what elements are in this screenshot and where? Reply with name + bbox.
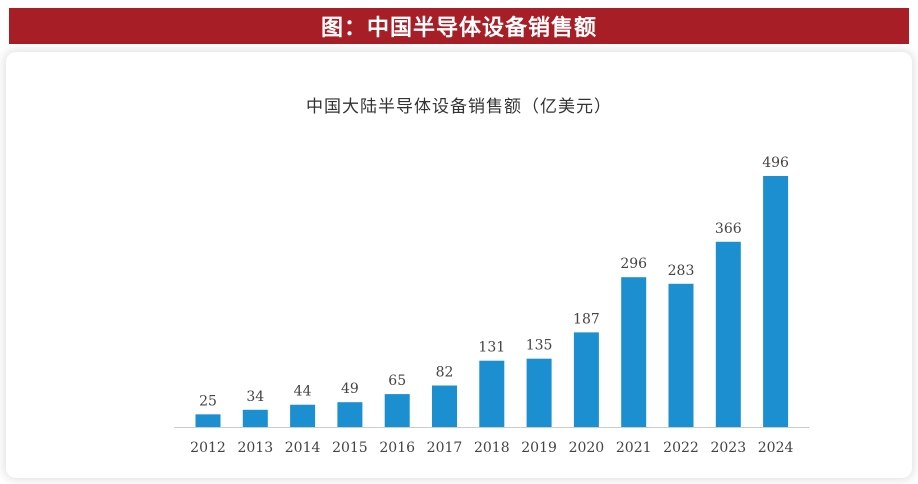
x-tick-label-2023: 2023	[710, 440, 746, 456]
bar-2017	[432, 385, 457, 427]
bar-2012	[195, 414, 221, 427]
bar-2020	[573, 332, 599, 427]
x-tick-label-2018: 2018	[474, 440, 510, 456]
x-tick-label-2024: 2024	[758, 440, 794, 456]
chart-panel	[6, 52, 912, 478]
x-tick-label-2016: 2016	[379, 440, 415, 456]
bar-2014	[290, 404, 316, 427]
bar-2023	[715, 241, 741, 427]
bar-2019	[526, 358, 552, 427]
value-label-2013: 34	[246, 389, 264, 405]
x-tick-label-2013: 2013	[237, 440, 273, 456]
bars-group	[195, 176, 789, 427]
bar-2013	[242, 409, 268, 427]
value-label-2012: 25	[199, 393, 217, 409]
x-tick-label-2012: 2012	[190, 440, 226, 456]
bar-2016	[384, 394, 410, 427]
x-tick-label-2022: 2022	[663, 440, 699, 456]
value-label-2014: 44	[294, 384, 312, 400]
bar-2024	[763, 176, 789, 427]
value-label-2022: 283	[668, 263, 695, 279]
tick-labels-group: 2012 2013 2014 2015 2016 2017 2018 2019 2020 2021…	[190, 440, 793, 456]
value-label-2021: 296	[620, 256, 647, 272]
x-tick-label-2015: 2015	[332, 440, 368, 456]
value-label-2016: 65	[388, 373, 406, 389]
value-label-2018: 131	[478, 340, 505, 356]
bar-2021	[621, 277, 647, 427]
chart-title: 中国大陆半导体设备销售额（亿美元）	[306, 97, 612, 117]
x-tick-label-2019: 2019	[521, 440, 557, 456]
value-label-2015: 49	[341, 381, 359, 397]
bar-2022	[668, 283, 694, 427]
figure-banner: 图：中国半导体设备销售额	[9, 8, 909, 44]
bar-2018	[479, 360, 505, 427]
bar-2015	[337, 402, 363, 427]
value-label-2017: 82	[436, 365, 454, 381]
value-label-2024: 496	[762, 155, 789, 171]
x-tick-label-2017: 2017	[427, 440, 463, 456]
value-label-2023: 366	[715, 221, 742, 237]
banner-title: 图：中国半导体设备销售额	[320, 16, 597, 41]
value-label-2019: 135	[526, 338, 553, 354]
value-labels-group: 25 34 44 49 65 82 131 135 187 296 283 366 496	[199, 155, 789, 409]
x-tick-label-2020: 2020	[569, 440, 605, 456]
value-label-2020: 187	[573, 311, 600, 327]
x-tick-label-2014: 2014	[285, 440, 321, 456]
x-tick-label-2021: 2021	[616, 440, 652, 456]
